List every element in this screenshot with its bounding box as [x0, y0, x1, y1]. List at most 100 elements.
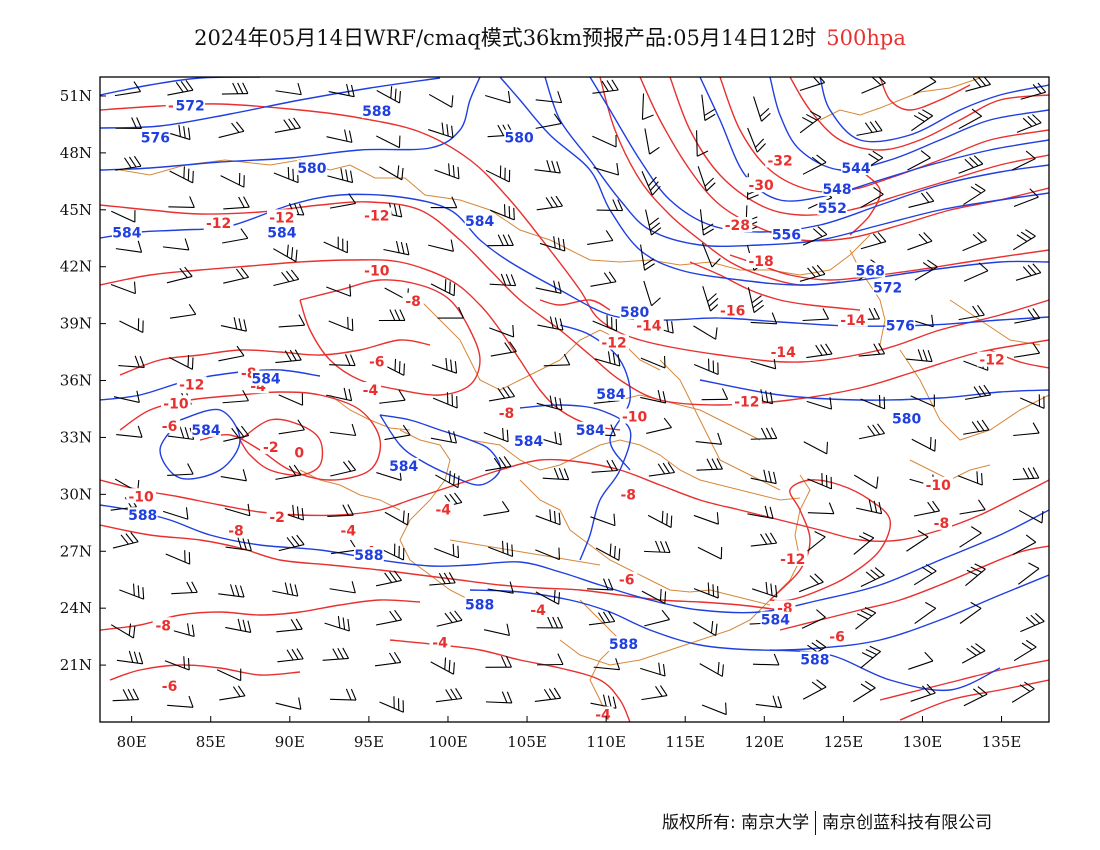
- wind-barb: [222, 389, 249, 404]
- wind-barb: [593, 658, 621, 671]
- border-line: [949, 299, 1041, 346]
- temperature-label-bg: [176, 376, 207, 392]
- wind-barb: [908, 191, 935, 209]
- wind-barb: [855, 607, 877, 630]
- border-line: [519, 479, 771, 606]
- wind-barb: [750, 532, 778, 547]
- wind-barb: [802, 226, 828, 246]
- height-label: 584: [596, 387, 625, 403]
- temperature-label: -8: [228, 523, 244, 539]
- height-label-bg: [504, 129, 535, 145]
- temperature-label: -8: [155, 618, 171, 634]
- copyright-owner: 版权所有: 南京大学: [662, 813, 810, 833]
- border-line: [329, 394, 411, 431]
- height-label-bg: [127, 507, 158, 523]
- wind-barb: [331, 539, 358, 555]
- wind-barb: [853, 532, 875, 555]
- height-label: 580: [892, 411, 921, 427]
- map-title: 2024年05月14日WRF/cmaq模式36km预报产品:05月14日12时 5…: [0, 22, 1100, 52]
- height-contour-line: [699, 379, 1049, 401]
- temperature-label: -2: [269, 510, 285, 526]
- wind-barb: [539, 236, 566, 252]
- border-line: [619, 394, 761, 441]
- wind-barb: [383, 240, 410, 256]
- wind-barb: [536, 653, 564, 666]
- wind-barb: [218, 121, 245, 139]
- lon-tick-label: 90E: [275, 733, 305, 751]
- wind-barb: [489, 273, 517, 287]
- temperature-label-bg: [260, 438, 282, 454]
- height-contour-line: [819, 77, 1049, 143]
- wind-barb: [753, 96, 771, 122]
- temperature-label: -18: [748, 254, 773, 270]
- temperature-label-bg: [599, 334, 629, 350]
- wind-barb: [167, 463, 194, 476]
- wind-barb: [483, 500, 510, 517]
- temperature-label: -14: [636, 319, 662, 335]
- wind-barb: [1011, 681, 1035, 703]
- temperature-label: 0: [294, 446, 304, 462]
- wind-barb: [118, 355, 145, 368]
- temperature-label: -12: [734, 394, 759, 410]
- temperature-label-bg: [746, 177, 777, 193]
- temperature-label-bg: [765, 152, 796, 168]
- wind-barb: [278, 534, 305, 552]
- temperature-label: -30: [748, 178, 774, 194]
- wind-barb: [119, 583, 145, 600]
- wind-barb: [860, 567, 885, 587]
- wind-barb: [640, 662, 666, 677]
- temperature-label: -8: [499, 406, 515, 422]
- wind-barb: [384, 510, 410, 526]
- wind-barb: [1015, 263, 1042, 281]
- wind-barb: [379, 696, 404, 713]
- wind-barb: [1012, 467, 1040, 481]
- temperature-label: -8: [934, 516, 950, 532]
- wind-barb: [489, 324, 515, 338]
- copyright-footer: 版权所有: 南京大学 南京创蓝科技有限公司: [662, 808, 992, 835]
- wind-barb: [906, 530, 929, 552]
- wind-barb: [224, 503, 251, 517]
- temperature-label-bg: [402, 292, 424, 308]
- temperature-contour-line: [539, 299, 611, 311]
- height-label: 580: [297, 161, 326, 177]
- lon-tick-label: 100E: [428, 733, 468, 751]
- temperature-label-bg: [266, 209, 297, 225]
- wind-barb: [169, 303, 197, 319]
- wind-barb: [430, 657, 455, 675]
- wind-barb: [701, 242, 721, 268]
- temperature-label-bg: [432, 501, 454, 517]
- wind-barb: [590, 271, 617, 287]
- wind-barb: [535, 113, 562, 129]
- height-label-bg: [251, 370, 281, 386]
- height-label-bg: [872, 279, 903, 295]
- wind-barb: [593, 163, 620, 176]
- wind-barb: [490, 341, 517, 357]
- height-label-bg: [885, 317, 916, 333]
- height-label: 584: [465, 214, 494, 230]
- wind-barb: [110, 281, 136, 295]
- wind-barb: [1020, 82, 1047, 100]
- temperature-label-bg: [592, 706, 614, 722]
- temperature-label: -8: [620, 487, 636, 503]
- wind-barb: [861, 77, 886, 94]
- wind-barb: [957, 471, 983, 486]
- wind-barb: [1012, 229, 1036, 251]
- wind-barb: [485, 456, 512, 472]
- wind-barb: [223, 425, 250, 442]
- temperature-label: -14: [840, 313, 866, 329]
- wind-barb: [328, 316, 354, 332]
- wind-barb: [752, 653, 780, 666]
- wind-barb: [907, 232, 933, 251]
- temperature-contour-line: [599, 77, 841, 286]
- wind-barb: [113, 390, 140, 403]
- wind-barb: [220, 172, 245, 188]
- wind-barb: [112, 532, 139, 549]
- temperature-contour-line: [100, 458, 1049, 542]
- temperature-label-bg: [826, 628, 848, 644]
- height-label: 584: [112, 226, 141, 242]
- height-contour-line: [559, 324, 632, 471]
- temperature-contour-line: [119, 339, 431, 376]
- temperature-contour-line: [779, 545, 1049, 631]
- map-frame: [99, 76, 1050, 723]
- wind-barb: [701, 388, 729, 401]
